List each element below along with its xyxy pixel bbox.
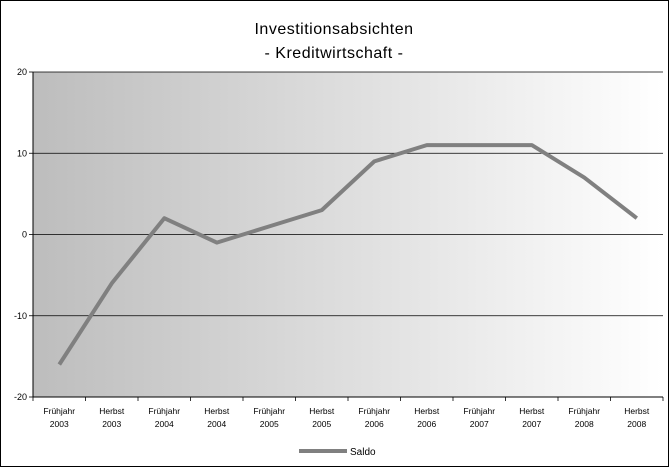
legend-label: Saldo [350, 447, 376, 458]
y-tick-label: 0 [22, 230, 27, 240]
x-tick-label: Frühjahr [43, 406, 75, 416]
y-tick-label: 20 [17, 67, 27, 77]
y-axis-ticks: -20 -10 0 10 20 [14, 67, 33, 402]
x-tick-label: Frühjahr [253, 406, 285, 416]
y-tick-label: -20 [14, 392, 27, 402]
series-layer [57, 143, 639, 366]
x-tick-label-year: 2006 [417, 419, 436, 429]
chart-title: Investitionsabsichten [254, 21, 413, 38]
x-tick-label-year: 2008 [575, 419, 594, 429]
x-tick-label-year: 2004 [207, 419, 226, 429]
x-tick-label: Frühjahr [568, 406, 600, 416]
x-tick-label: Frühjahr [148, 406, 180, 416]
y-tick-label: 10 [17, 148, 27, 158]
x-tick-label-year: 2005 [312, 419, 331, 429]
x-tick-label-year: 2007 [470, 419, 489, 429]
x-tick-label: Herbst [309, 406, 335, 416]
x-tick-label: Herbst [624, 406, 650, 416]
x-tick-label-year: 2004 [155, 419, 174, 429]
x-axis-ticks: Frühjahr 2003 Herbst 2003 Frühjahr 2004 Herbst… [32, 397, 664, 429]
x-tick-label: Herbst [204, 406, 230, 416]
x-tick-label: Herbst [99, 406, 125, 416]
x-tick-label-year: 2005 [260, 419, 279, 429]
x-tick-label-year: 2006 [365, 419, 384, 429]
x-tick-label-year: 2003 [102, 419, 121, 429]
legend: Saldo [299, 447, 376, 458]
x-tick-label-year: 2003 [50, 419, 69, 429]
x-tick-label-year: 2007 [522, 419, 541, 429]
series-line-saldo [57, 143, 639, 366]
x-tick-label-year: 2008 [627, 419, 646, 429]
x-tick-label: Frühjahr [358, 406, 390, 416]
x-tick-label: Frühjahr [463, 406, 495, 416]
chart-subtitle: - Kreditwirtschaft - [265, 45, 404, 62]
x-tick-label: Herbst [519, 406, 545, 416]
x-tick-label: Herbst [414, 406, 440, 416]
y-tick-label: -10 [14, 311, 27, 321]
